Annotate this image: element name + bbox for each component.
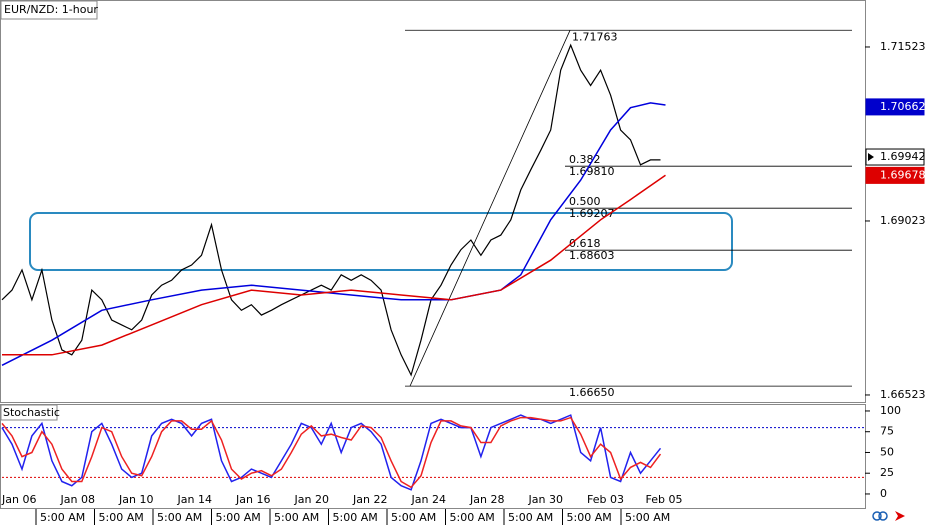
x-time-label: 5:00 AM	[157, 511, 202, 524]
stoch-title-box	[0, 404, 58, 421]
x-date-label: Jan 06	[1, 493, 36, 506]
y-tick-label: 1.66523	[880, 388, 925, 401]
fib-label: 1.66650	[569, 386, 615, 399]
sync-icon[interactable]	[872, 511, 882, 521]
x-date-label: Jan 16	[235, 493, 270, 506]
series-line	[2, 174, 666, 356]
y-tick-label: 25	[880, 466, 894, 479]
x-time-label: 5:00 AM	[274, 511, 319, 524]
price-tag-label: 1.70662	[880, 100, 925, 113]
fib-label: 1.68603	[569, 249, 615, 262]
price-tag	[865, 148, 925, 166]
x-date-label: Jan 20	[294, 493, 329, 506]
y-tick-label: 1.71523	[880, 40, 925, 53]
x-date-label: Jan 28	[469, 493, 504, 506]
fib-label: 1.71763	[572, 30, 618, 43]
x-time-label: 5:00 AM	[391, 511, 436, 524]
fib-label: 1.69810	[569, 165, 615, 178]
x-date-label: Jan 14	[177, 493, 212, 506]
x-date-label: Jan 30	[528, 493, 563, 506]
fib-ratio: 0.382	[569, 153, 601, 166]
series-line	[1, 416, 662, 489]
x-time-label: 5:00 AM	[625, 511, 670, 524]
x-time-label: 5:00 AM	[99, 511, 144, 524]
y-tick-label: 50	[880, 445, 894, 458]
x-time-label: 5:00 AM	[40, 511, 85, 524]
toolbar-icons	[872, 511, 905, 521]
y-tick-label: 1.69023	[880, 214, 925, 227]
x-date-label: Jan 10	[118, 493, 153, 506]
x-date-label: Jan 22	[352, 493, 387, 506]
series-line	[1, 102, 666, 366]
sync-icon-2	[878, 511, 888, 521]
x-date-label: Feb 05	[646, 493, 683, 506]
series-line	[1, 414, 662, 491]
x-time-label: 5:00 AM	[333, 511, 378, 524]
y-tick-label: 75	[880, 425, 894, 438]
x-time-label: 5:00 AM	[508, 511, 553, 524]
x-date-label: Feb 03	[587, 493, 624, 506]
fib-diagonal	[409, 30, 571, 387]
y-tick-label: 0	[880, 487, 887, 500]
y-tick-label: 100	[880, 404, 901, 417]
scroll-icon[interactable]	[895, 511, 905, 521]
x-time-label: 5:00 AM	[567, 511, 612, 524]
x-date-label: Jan 08	[60, 493, 95, 506]
price-tag-label: 1.69678	[880, 168, 925, 181]
main-panel	[0, 0, 866, 403]
series-line	[1, 43, 661, 377]
x-time-label: 5:00 AM	[216, 511, 261, 524]
price-tag	[865, 166, 925, 184]
fib-label: 1.69207	[569, 207, 615, 220]
zone-box	[29, 212, 733, 271]
price-tag-label: 1.69942	[880, 150, 925, 163]
fib-ratio: 0.500	[569, 195, 601, 208]
stoch-title: Stochastic	[3, 406, 60, 419]
price-tag	[865, 98, 925, 116]
fib-ratio: 0.618	[569, 237, 601, 250]
price-tag-arrow	[868, 153, 874, 162]
x-date-label: Jan 24	[411, 493, 446, 506]
x-time-label: 5:00 AM	[450, 511, 495, 524]
title-box	[0, 0, 98, 20]
chart-title: EUR/NZD: 1-hour	[4, 3, 98, 16]
